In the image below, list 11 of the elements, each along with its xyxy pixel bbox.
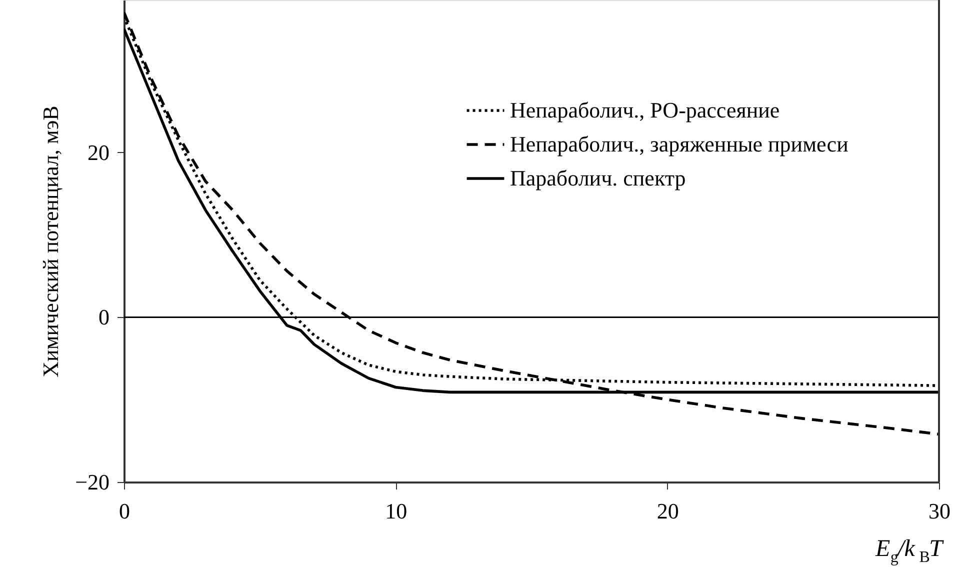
x-tick-label: 0 [119,498,130,524]
legend-label: Непараболич., РО-рассеяние [510,98,780,122]
y-tick-label: 20 [88,140,110,165]
y-axis-title: Химический потенциал, мэВ [38,106,64,378]
legend-label: Непараболич., заряженные примеси [510,132,849,156]
y-tick-label: −20 [75,470,110,494]
x-tick-label: 10 [385,498,408,524]
x-tick-label: 20 [656,498,679,524]
y-tick-label: 0 [98,304,110,330]
legend-label: Параболич. спектр [510,166,686,190]
x-tick-label: 30 [928,498,950,524]
